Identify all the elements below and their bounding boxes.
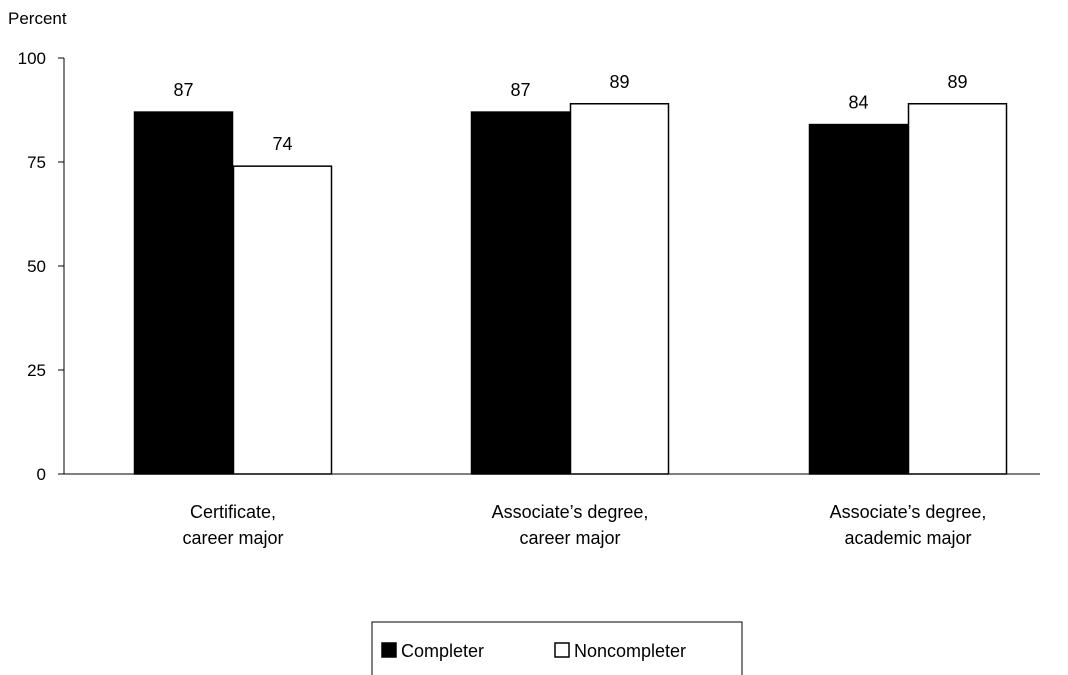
bar-value-label: 87 xyxy=(173,80,193,100)
bar-value-label: 89 xyxy=(947,72,967,92)
y-tick-label: 0 xyxy=(37,465,46,484)
bar-completer xyxy=(133,111,234,475)
y-axis: 0 25 50 75 100 xyxy=(18,49,65,484)
legend-swatch-completer xyxy=(381,642,397,658)
bar-noncompleter xyxy=(569,103,670,475)
bar-value-label: 74 xyxy=(272,134,292,154)
bar-noncompleter xyxy=(907,103,1008,475)
x-category-label: Certificate, xyxy=(190,502,276,522)
y-tick-label: 100 xyxy=(18,49,46,68)
x-axis: Certificate, career major Associate’s degr… xyxy=(64,473,1040,548)
x-category-label: Associate’s degree, xyxy=(492,502,649,522)
bar-value-label: 89 xyxy=(609,72,629,92)
legend: Completer Noncompleter xyxy=(371,621,743,675)
bar-value-label: 87 xyxy=(510,80,530,100)
y-axis-title: Percent xyxy=(8,9,67,28)
bar-completer xyxy=(808,123,909,475)
y-tick-label: 75 xyxy=(27,153,46,172)
x-category-label: career major xyxy=(519,528,620,548)
bar-completer xyxy=(470,111,571,475)
x-category-label: academic major xyxy=(844,528,971,548)
x-category-label: Associate’s degree, xyxy=(830,502,987,522)
bar-value-label: 84 xyxy=(848,93,868,113)
y-tick-label: 50 xyxy=(27,257,46,276)
legend-label-completer: Completer xyxy=(401,641,484,661)
bar-noncompleter xyxy=(232,165,333,475)
bar-value-labels: 87 74 87 89 84 89 xyxy=(173,72,967,154)
x-category-label: career major xyxy=(182,528,283,548)
y-tick-label: 25 xyxy=(27,361,46,380)
bars xyxy=(133,103,1008,475)
legend-label-noncompleter: Noncompleter xyxy=(574,641,686,661)
legend-swatch-noncompleter xyxy=(554,642,570,658)
